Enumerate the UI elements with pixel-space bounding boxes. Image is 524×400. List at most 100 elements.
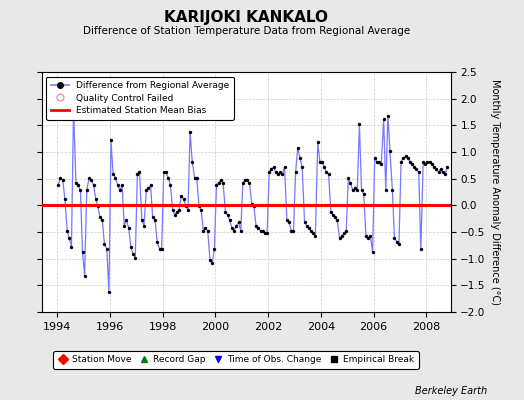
Point [423, 158, 432, 165]
Point [443, 164, 451, 170]
Point [311, 233, 320, 240]
Point [300, 219, 309, 226]
Point [100, 240, 108, 247]
Point [204, 228, 212, 234]
Legend: Difference from Regional Average, Quality Control Failed, Estimated Station Mean: Difference from Regional Average, Qualit… [47, 76, 234, 120]
Point [90, 182, 98, 188]
Point [388, 187, 397, 194]
Point [148, 214, 157, 220]
Point [403, 155, 412, 162]
Point [227, 224, 236, 231]
Point [188, 158, 196, 165]
Point [129, 251, 137, 258]
Point [169, 206, 177, 213]
Point [256, 228, 265, 234]
Point [304, 224, 313, 231]
Point [436, 166, 445, 172]
Point [263, 230, 271, 236]
Point [421, 160, 430, 167]
Point [72, 180, 80, 186]
Point [135, 169, 144, 176]
Point [392, 238, 401, 245]
Point [142, 187, 150, 194]
Point [342, 228, 351, 234]
Point [214, 180, 223, 186]
Point [219, 180, 227, 186]
Point [54, 182, 62, 188]
Point [223, 212, 232, 218]
Text: KARIJOKI KANKALO: KARIJOKI KANKALO [165, 10, 328, 25]
Point [182, 203, 190, 210]
Point [351, 185, 359, 192]
Point [157, 246, 166, 252]
Point [122, 217, 130, 224]
Point [333, 217, 342, 224]
Point [173, 208, 181, 215]
Point [425, 158, 434, 165]
Point [296, 155, 304, 162]
Point [236, 228, 245, 234]
Text: Difference of Station Temperature Data from Regional Average: Difference of Station Temperature Data f… [83, 26, 410, 36]
Point [78, 249, 86, 256]
Point [199, 228, 208, 234]
Point [206, 256, 214, 263]
Point [61, 196, 69, 202]
Point [265, 169, 274, 176]
Point [320, 164, 328, 170]
Point [98, 217, 106, 224]
Point [118, 182, 126, 188]
Point [186, 128, 194, 135]
Point [192, 174, 201, 181]
Point [144, 185, 152, 192]
Point [81, 272, 89, 279]
Point [155, 246, 163, 252]
Point [364, 235, 372, 242]
Point [250, 203, 258, 210]
Point [428, 160, 436, 167]
Point [335, 235, 344, 242]
Point [245, 180, 254, 186]
Point [390, 235, 399, 242]
Point [107, 137, 115, 144]
Point [414, 169, 423, 176]
Point [85, 174, 93, 181]
Legend: Station Move, Record Gap, Time of Obs. Change, Empirical Break: Station Move, Record Gap, Time of Obs. C… [53, 351, 419, 369]
Point [221, 208, 230, 215]
Point [340, 230, 348, 236]
Point [381, 187, 390, 194]
Point [280, 164, 289, 170]
Point [230, 228, 238, 234]
Text: Berkeley Earth: Berkeley Earth [415, 386, 487, 396]
Point [74, 182, 82, 188]
Point [252, 222, 260, 229]
Point [146, 182, 155, 188]
Point [243, 176, 252, 183]
Point [225, 217, 234, 224]
Point [116, 187, 124, 194]
Point [399, 155, 407, 162]
Point [67, 244, 75, 250]
Point [322, 169, 331, 176]
Point [177, 192, 185, 199]
Point [103, 246, 111, 252]
Point [331, 214, 340, 220]
Point [162, 169, 170, 176]
Point [278, 171, 287, 178]
Point [285, 219, 293, 226]
Point [346, 180, 355, 186]
Point [138, 217, 146, 224]
Point [386, 148, 394, 154]
Point [408, 160, 417, 167]
Point [208, 260, 216, 266]
Point [302, 222, 311, 229]
Point [362, 233, 370, 240]
Point [76, 187, 84, 194]
Point [291, 169, 300, 176]
Point [96, 214, 104, 220]
Point [417, 246, 425, 252]
Point [357, 187, 366, 194]
Point [94, 203, 102, 210]
Point [212, 182, 221, 188]
Point [248, 201, 256, 208]
Point [313, 139, 322, 146]
